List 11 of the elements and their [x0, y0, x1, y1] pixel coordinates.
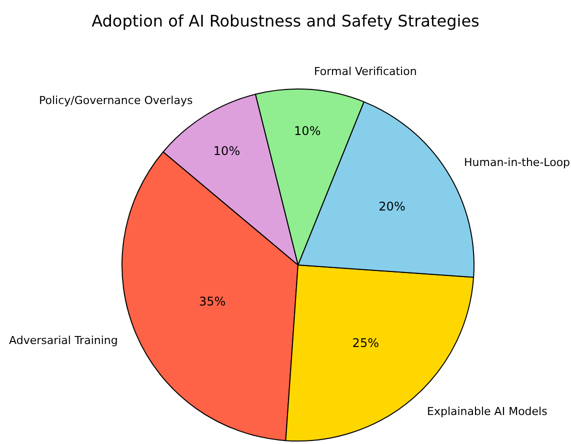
slice-label: Adversarial Training	[9, 334, 118, 347]
data-label: 10%	[294, 124, 321, 138]
slice-label: Explainable AI Models	[427, 405, 548, 418]
slice-label: Policy/Governance Overlays	[39, 94, 193, 107]
data-label: 20%	[378, 199, 406, 214]
data-label: 25%	[352, 336, 379, 350]
slice-label: Formal Verification	[314, 65, 417, 78]
slice-label: Human-in-the-Loop	[464, 156, 570, 169]
data-label: 35%	[198, 294, 226, 308]
chart-title: Adoption of AI Robustness and Safety Strategies	[92, 12, 480, 31]
data-label: 10%	[213, 144, 240, 158]
